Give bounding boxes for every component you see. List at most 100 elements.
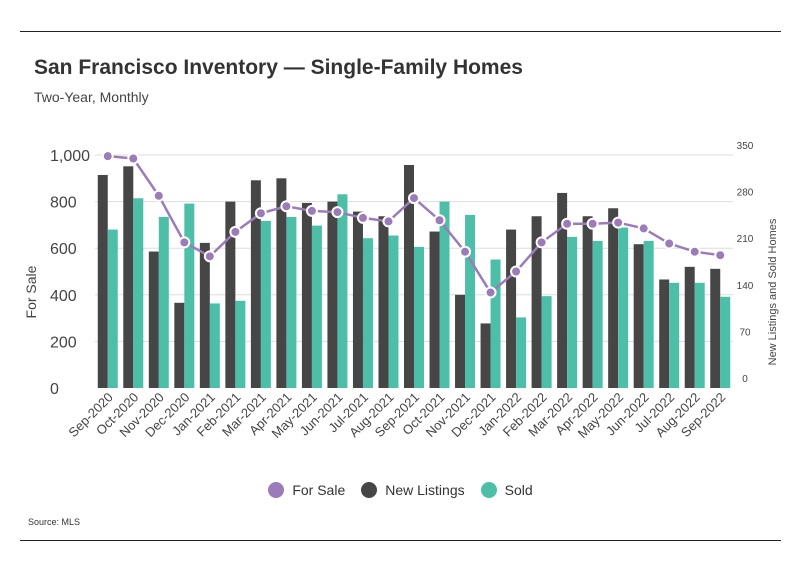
- y-tick-left: 200: [50, 334, 77, 351]
- bar-new-listings: [250, 180, 261, 388]
- top-rule: [20, 31, 781, 32]
- bar-sold: [184, 203, 195, 388]
- point-for-sale: [637, 222, 650, 235]
- bar-new-listings: [148, 251, 159, 388]
- bar-sold: [362, 238, 373, 388]
- point-for-sale: [433, 214, 446, 227]
- bar-sold: [260, 220, 271, 388]
- y-tick-left: 600: [50, 241, 77, 258]
- legend-swatch-sold: [480, 482, 497, 498]
- bar-new-listings: [97, 174, 108, 388]
- legend-label-sold: Sold: [504, 482, 533, 498]
- y-axis-label-right: New Listings and Sold Homes: [767, 218, 779, 365]
- bar-sold: [388, 235, 399, 388]
- bar-new-listings: [608, 208, 619, 388]
- legend-label-new-listings: New Listings: [385, 482, 465, 498]
- bar-sold: [107, 229, 118, 388]
- bar-sold: [439, 201, 450, 388]
- bar-sold: [694, 282, 705, 388]
- point-for-sale: [382, 215, 395, 228]
- bar-new-listings: [633, 244, 644, 388]
- bar-new-listings: [659, 279, 670, 388]
- y-tick-left: 400: [50, 288, 77, 305]
- legend-item-sold: Sold: [480, 482, 533, 498]
- bar-new-listings: [710, 268, 721, 388]
- bar-sold: [516, 317, 527, 388]
- y-tick-left: 800: [50, 195, 77, 212]
- chart-title: San Francisco Inventory — Single-Family …: [34, 56, 523, 79]
- bar-sold: [311, 225, 322, 388]
- bar-new-listings: [123, 166, 134, 388]
- point-for-sale: [305, 204, 318, 217]
- point-for-sale: [459, 245, 472, 258]
- bar-new-listings: [531, 216, 542, 388]
- bar-sold: [465, 214, 476, 388]
- point-for-sale: [152, 189, 165, 202]
- point-for-sale: [203, 250, 216, 263]
- bar-sold: [337, 194, 348, 388]
- point-for-sale: [408, 192, 420, 205]
- legend-swatch-for-sale: [268, 482, 285, 498]
- bar-new-listings: [506, 229, 517, 388]
- bar-new-listings: [429, 231, 440, 388]
- point-for-sale: [510, 265, 523, 278]
- point-for-sale: [229, 225, 242, 238]
- bar-sold: [286, 216, 297, 388]
- legend-label-for-sale: For Sale: [292, 482, 346, 498]
- y-tick-right: 210: [737, 234, 754, 245]
- point-for-sale: [101, 150, 114, 163]
- point-for-sale: [356, 211, 369, 224]
- bar-sold: [618, 227, 629, 388]
- bar-new-listings: [404, 164, 414, 388]
- y-tick-right: 350: [737, 141, 754, 152]
- y-axis-label-left: For Sale: [23, 265, 39, 318]
- y-tick-right: 140: [737, 281, 754, 292]
- point-for-sale: [714, 249, 727, 262]
- bottom-rule: [20, 540, 781, 541]
- bar-sold: [669, 282, 680, 388]
- bar-new-listings: [480, 323, 491, 388]
- point-for-sale: [612, 216, 625, 229]
- point-for-sale: [586, 217, 599, 230]
- point-for-sale: [331, 206, 344, 219]
- bar-new-listings: [174, 302, 185, 388]
- bar-sold: [643, 240, 654, 388]
- legend-swatch-new-listings: [361, 482, 378, 498]
- point-for-sale: [484, 286, 497, 299]
- bar-new-listings: [199, 242, 210, 388]
- bar-sold: [567, 236, 578, 388]
- point-for-sale: [280, 200, 293, 213]
- bar-sold: [235, 300, 246, 388]
- point-for-sale: [178, 236, 191, 249]
- point-for-sale: [535, 236, 548, 249]
- source-note: Source: MLS: [28, 517, 81, 527]
- point-for-sale: [254, 207, 267, 220]
- bar-sold: [133, 198, 144, 388]
- bar-sold: [541, 296, 552, 388]
- bar-new-listings: [684, 266, 695, 388]
- legend: For Sale New Listings Sold: [0, 482, 801, 498]
- bar-new-listings: [582, 216, 593, 388]
- point-for-sale: [127, 152, 140, 165]
- point-for-sale: [561, 217, 574, 230]
- bar-new-listings: [301, 202, 312, 388]
- bar-new-listings: [557, 192, 568, 388]
- y-tick-right: 0: [742, 374, 748, 385]
- legend-item-for-sale: For Sale: [268, 482, 345, 498]
- bar-sold: [209, 303, 220, 388]
- bar-sold: [592, 240, 603, 388]
- bar-sold: [720, 296, 731, 388]
- bar-new-listings: [378, 216, 389, 388]
- bar-new-listings: [225, 201, 236, 388]
- bar-sold: [490, 259, 501, 388]
- bar-new-listings: [352, 211, 363, 388]
- bar-new-listings: [276, 178, 287, 388]
- chart-svg: 0 200 400 600 800 1,000 0 70 140 210 280 350 For Sal…: [23, 141, 779, 441]
- y-tick-left: 0: [50, 381, 59, 398]
- bar-sold: [414, 246, 424, 388]
- y-tick-right: 70: [739, 327, 751, 338]
- legend-item-new-listings: New Listings: [361, 482, 465, 498]
- point-for-sale: [688, 245, 701, 258]
- bar-sold: [158, 216, 169, 388]
- y-tick-left: 1,000: [50, 148, 90, 165]
